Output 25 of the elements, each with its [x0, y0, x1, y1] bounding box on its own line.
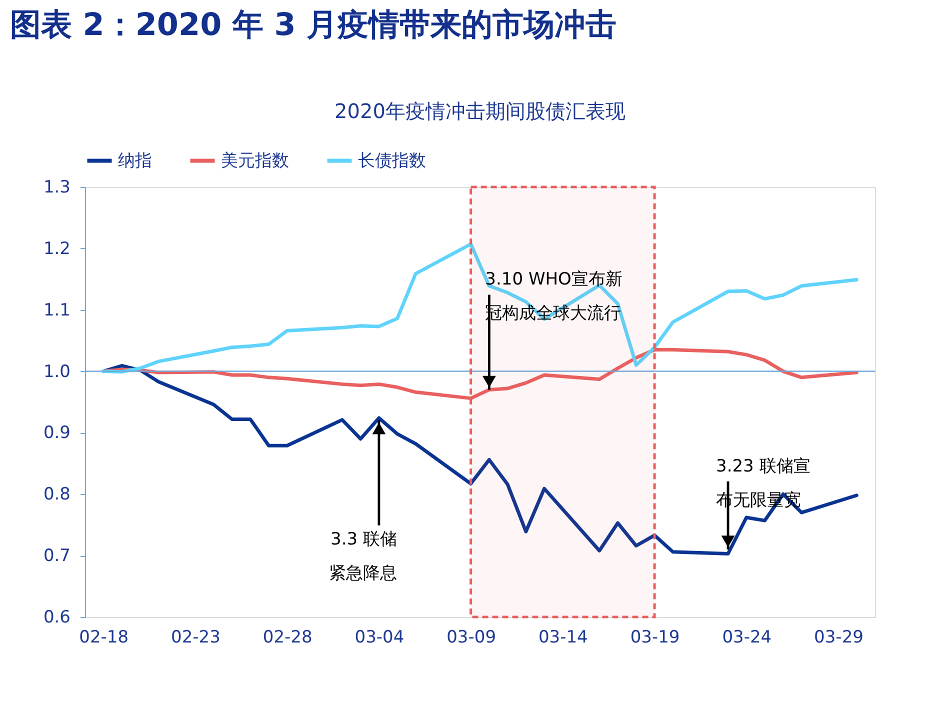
x-tick-label: 03-09 — [446, 628, 496, 648]
annotation: 3.3 联储紧急降息 — [328, 529, 397, 584]
x-tick-label: 02-23 — [171, 628, 220, 648]
y-tick-label: 0.9 — [43, 423, 70, 444]
legend-label: 长债指数 — [358, 150, 426, 171]
x-tick-label: 03-19 — [630, 628, 680, 648]
y-tick-label: 1.2 — [43, 238, 70, 259]
legend-label: 美元指数 — [221, 150, 289, 171]
y-tick-label: 0.8 — [43, 484, 70, 505]
x-tick-label: 03-14 — [538, 628, 588, 648]
chart-subtitle: 2020年疫情冲击期间股债汇表现 — [334, 99, 626, 123]
x-tick-label: 03-24 — [722, 628, 772, 648]
line-series — [102, 242, 858, 374]
x-tick-label: 02-28 — [262, 628, 312, 648]
line-series — [102, 364, 858, 556]
x-tick-label: 03-04 — [354, 628, 404, 648]
legend-label: 纳指 — [118, 150, 152, 171]
x-tick-label: 03-29 — [814, 628, 864, 648]
y-tick-label: 0.6 — [43, 608, 70, 628]
y-tick-label: 1.0 — [43, 362, 70, 382]
y-tick-label: 1.1 — [43, 300, 70, 320]
y-tick-label: 0.7 — [43, 546, 70, 566]
x-tick-label: 02-18 — [79, 628, 129, 648]
y-tick-label: 1.3 — [43, 178, 70, 198]
chart-title: 图表 2：2020 年 3 月疫情带来的市场冲击 — [10, 7, 617, 43]
